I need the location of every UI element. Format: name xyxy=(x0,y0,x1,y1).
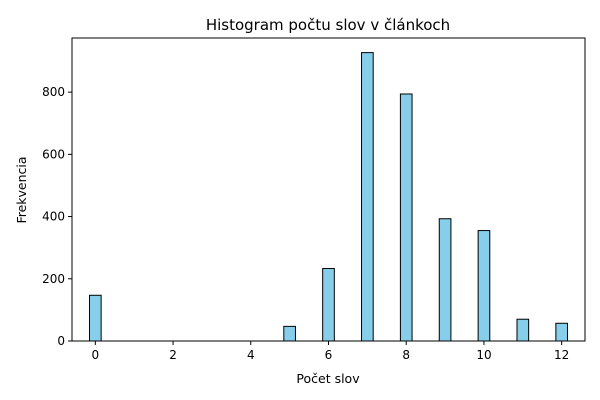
y-tick-label: 800 xyxy=(42,85,65,99)
y-axis-ticks: 0 200 400 600 800 xyxy=(42,85,72,348)
x-axis-label: Počet slov xyxy=(296,371,360,386)
x-tick-label: 10 xyxy=(476,348,491,362)
y-tick-label: 600 xyxy=(42,147,65,161)
x-tick-label: 8 xyxy=(402,348,410,362)
x-tick-label: 0 xyxy=(91,348,99,362)
histogram-bar xyxy=(477,230,491,342)
histogram-bar xyxy=(438,218,452,342)
x-tick-label: 4 xyxy=(247,348,255,362)
x-axis-ticks: 0 2 4 6 8 10 12 xyxy=(91,341,569,362)
histogram-bar xyxy=(322,268,335,342)
histogram-bar xyxy=(555,322,569,342)
y-axis-label: Frekvencia xyxy=(14,156,29,223)
x-tick-label: 6 xyxy=(325,348,333,362)
histogram-bar xyxy=(399,93,413,342)
bars-group xyxy=(88,52,569,342)
histogram-bar xyxy=(361,52,374,342)
histogram-bar xyxy=(516,318,530,342)
histogram-bar xyxy=(283,325,296,342)
y-tick-label: 0 xyxy=(57,334,65,348)
y-tick-label: 400 xyxy=(42,210,65,224)
chart-title: Histogram počtu slov v článkoch xyxy=(206,16,450,34)
y-tick-label: 200 xyxy=(42,272,65,286)
histogram-bar xyxy=(88,294,102,342)
x-tick-label: 12 xyxy=(554,348,569,362)
x-tick-label: 2 xyxy=(169,348,177,362)
